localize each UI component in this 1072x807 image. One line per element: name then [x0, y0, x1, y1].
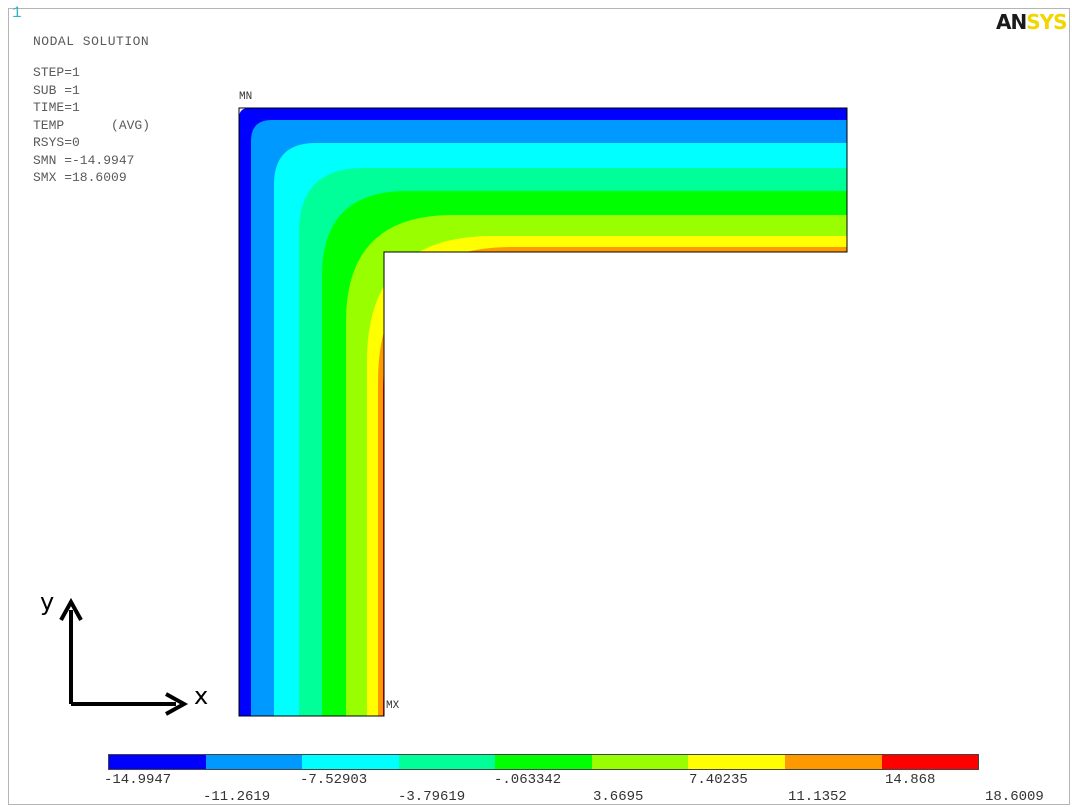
legend-color-segment	[398, 755, 496, 769]
legend-color-segment	[205, 755, 303, 769]
color-legend-bar	[108, 754, 979, 770]
logo-part-an: AN	[996, 10, 1027, 34]
legend-tick: -3.79619	[398, 789, 466, 805]
legend-tick: 11.1352	[788, 789, 847, 805]
solution-info: STEP=1 SUB =1 TIME=1 TEMP (AVG) RSYS=0 S…	[33, 64, 150, 187]
contour-band	[346, 215, 847, 716]
legend-tick: -7.52903	[300, 772, 368, 788]
logo-part-sys: SYS	[1026, 10, 1067, 34]
contour-band	[378, 247, 847, 716]
y-axis-label: y	[40, 588, 55, 616]
coordinate-axes	[59, 597, 189, 716]
legend-tick: -14.9947	[104, 772, 172, 788]
legend-color-segment	[688, 755, 785, 769]
min-marker-label: MN	[239, 91, 253, 103]
legend-tick: -.063342	[494, 772, 562, 788]
legend-tick: -11.2619	[203, 789, 271, 805]
legend-color-segment	[881, 755, 979, 769]
info-temp: TEMP (AVG)	[33, 117, 151, 133]
ansys-logo: ANSYS	[996, 10, 1068, 34]
info-smx: SMX =18.6009	[33, 170, 127, 185]
contour-band	[367, 236, 847, 716]
legend-color-segment	[784, 755, 882, 769]
x-axis-label: x	[194, 682, 209, 710]
info-step: STEP=1	[33, 65, 80, 80]
legend-color-segment	[109, 755, 206, 769]
legend-tick: 3.6695	[593, 789, 644, 805]
legend-color-segment	[591, 755, 689, 769]
x-axis-arrowhead	[165, 692, 189, 716]
legend-tick: 14.868	[885, 772, 936, 788]
legend-tick: 18.6009	[985, 789, 1044, 805]
max-marker-label: MX	[386, 700, 400, 712]
contour-band	[299, 168, 847, 716]
plot-title: NODAL SOLUTION	[33, 34, 150, 49]
info-smn: SMN =-14.9947	[33, 152, 135, 168]
contour-bands	[239, 108, 847, 716]
y-axis-arrowhead	[59, 597, 83, 621]
info-time: TIME=1	[33, 100, 80, 115]
legend-tick: 7.40235	[689, 772, 748, 788]
info-sub: SUB =1	[33, 82, 80, 98]
contour-band	[322, 191, 847, 716]
l-shape-outline	[238, 107, 848, 717]
legend-color-segment	[302, 755, 399, 769]
info-rsys: RSYS=0	[33, 135, 80, 150]
graphics-window-frame	[8, 8, 1070, 805]
legend-color-segment	[495, 755, 592, 769]
window-number: 1	[12, 4, 22, 22]
contour-band	[383, 252, 847, 716]
